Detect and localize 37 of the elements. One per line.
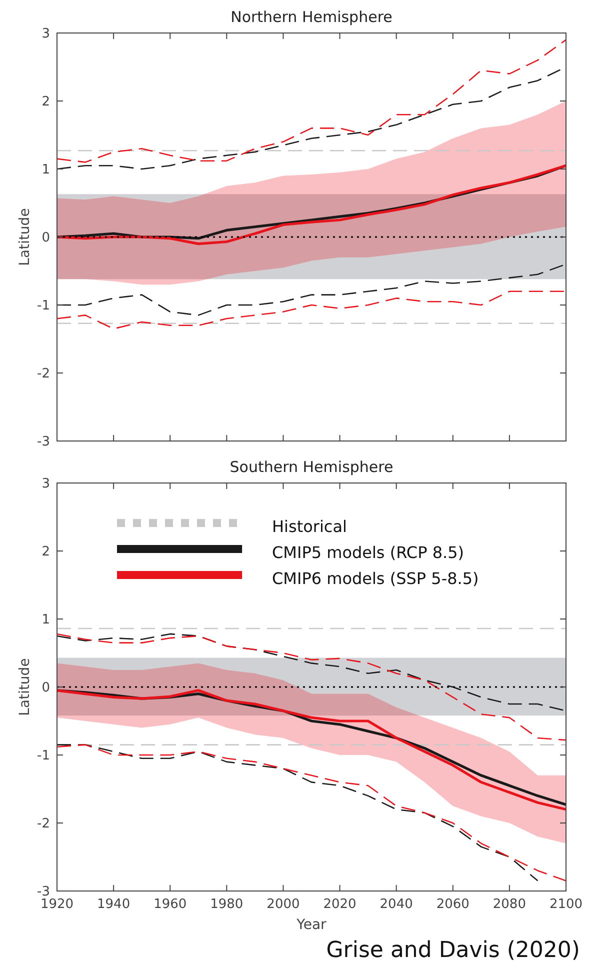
- y-tick-label: -3: [37, 884, 50, 900]
- text: Grise and Davis (2020): [326, 938, 580, 963]
- x-tick-label: 1980: [210, 897, 244, 912]
- y-tick-label: 2: [42, 94, 50, 110]
- y-axis-title: Latitude: [17, 658, 33, 716]
- y-tick-label: -3: [37, 434, 50, 450]
- y-tick-label: 3: [42, 26, 50, 42]
- line-series: [57, 633, 566, 712]
- x-axis-title: Year: [296, 917, 327, 933]
- y-tick-label: -1: [37, 298, 50, 314]
- line-series: [57, 290, 566, 330]
- x-tick-label: 2020: [323, 897, 356, 912]
- y-tick-label: 1: [42, 162, 50, 178]
- legend-label: CMIP5 models (RCP 8.5): [272, 542, 464, 562]
- x-tick-label: 2040: [380, 897, 413, 912]
- y-axis-title: Latitude: [17, 208, 33, 266]
- line-series: [57, 39, 566, 163]
- y-tick-label: 0: [42, 230, 50, 246]
- line-series: [57, 633, 566, 741]
- x-tick-label: 2080: [492, 897, 526, 912]
- y-tick-label: -2: [37, 816, 50, 832]
- chart-title: Southern Hemisphere: [230, 458, 394, 476]
- x-tick-label: 1940: [97, 897, 130, 912]
- x-tick-label: 2000: [266, 897, 300, 912]
- x-tick-label: 1920: [40, 897, 74, 912]
- legend-label: Historical: [272, 516, 347, 536]
- y-tick-label: -1: [37, 748, 50, 764]
- y-tick-label: 0: [42, 680, 50, 696]
- x-tick-label: 2100: [549, 897, 583, 912]
- y-tick-label: 2: [42, 544, 50, 560]
- x-tick-label: 2060: [436, 897, 470, 912]
- x-tick-label: 1960: [154, 897, 187, 912]
- legend-label: CMIP6 models (SSP 5-8.5): [272, 568, 479, 588]
- y-tick-label: 3: [42, 476, 50, 492]
- y-tick-label: 1: [42, 612, 50, 628]
- y-tick-label: -2: [37, 366, 50, 382]
- chart-title: Northern Hemisphere: [230, 8, 392, 26]
